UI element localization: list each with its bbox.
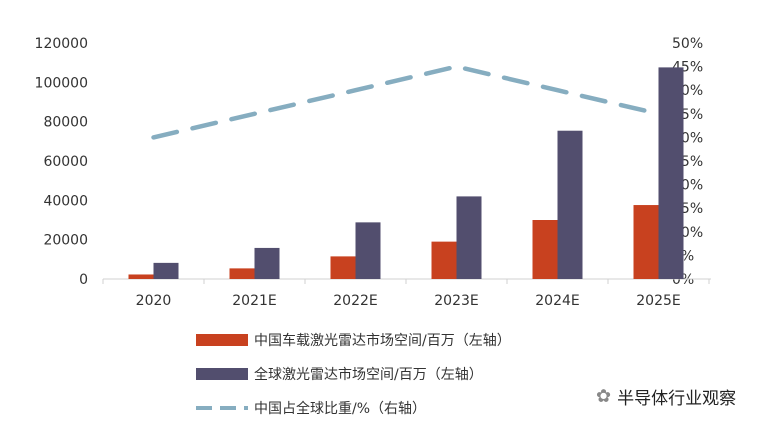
left-tick-label: 0 (79, 272, 88, 288)
x-tick-label: 2023E (434, 293, 478, 309)
legend-label: 中国车载激光雷达市场空间/百万（左轴） (254, 333, 511, 349)
bar-china (128, 274, 154, 279)
bar-china (330, 256, 356, 279)
wechat-icon: ✿ (596, 386, 612, 407)
legend-label: 全球激光雷达市场空间/百万（左轴） (254, 367, 483, 383)
legend-swatch (196, 334, 248, 346)
bar-global (355, 222, 381, 279)
right-tick-label: 50% (672, 36, 703, 52)
chart-plot: 0200004000060000800001000001200000%5%10%… (35, 36, 711, 309)
bar-china (431, 241, 457, 279)
legend-item-share: 中国占全球比重/%（右轴） (196, 398, 426, 418)
legend-item-global: 全球激光雷达市场空间/百万（左轴） (196, 364, 483, 384)
legend-swatch (196, 368, 248, 380)
x-tick-label: 2025E (636, 293, 680, 309)
left-tick-label: 40000 (43, 193, 88, 209)
legend-label: 中国占全球比重/%（右轴） (254, 401, 427, 417)
bar-global (658, 67, 684, 280)
bar-china (633, 205, 659, 279)
left-tick-label: 60000 (43, 154, 88, 170)
bar-global (456, 196, 482, 279)
left-tick-label: 80000 (43, 115, 88, 131)
watermark: ✿ 半导体行业观察 (596, 384, 736, 409)
left-tick-label: 120000 (35, 36, 88, 52)
watermark-text: 半导体行业观察 (617, 389, 737, 409)
left-tick-label: 20000 (43, 233, 88, 249)
line-share (151, 64, 661, 140)
legend-item-china: 中国车载激光雷达市场空间/百万（左轴） (196, 330, 511, 350)
x-tick-label: 2022E (333, 293, 377, 309)
bar-global (153, 262, 179, 279)
legend-dash (196, 406, 248, 410)
left-tick-label: 100000 (35, 75, 88, 91)
bar-global (254, 247, 280, 279)
x-tick-label: 2020 (136, 293, 172, 309)
bar-china (532, 220, 558, 279)
x-tick-label: 2021E (232, 293, 276, 309)
bar-china (229, 268, 255, 279)
x-tick-label: 2024E (535, 293, 579, 309)
bar-global (557, 130, 583, 279)
